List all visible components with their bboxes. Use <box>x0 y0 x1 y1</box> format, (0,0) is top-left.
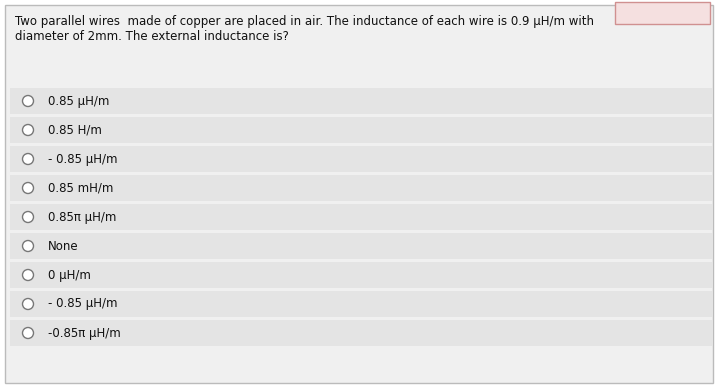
Text: 0.85 H/m: 0.85 H/m <box>48 123 102 137</box>
FancyBboxPatch shape <box>5 5 713 383</box>
Text: 0 μH/m: 0 μH/m <box>48 268 91 282</box>
Circle shape <box>22 125 34 135</box>
Circle shape <box>22 154 34 165</box>
FancyBboxPatch shape <box>10 262 713 288</box>
Circle shape <box>22 241 34 251</box>
Circle shape <box>22 298 34 310</box>
Text: 0.85 mH/m: 0.85 mH/m <box>48 182 113 194</box>
FancyBboxPatch shape <box>10 175 713 201</box>
FancyBboxPatch shape <box>10 233 713 259</box>
Circle shape <box>22 327 34 338</box>
Text: 0.85π μH/m: 0.85π μH/m <box>48 211 117 223</box>
Text: - 0.85 μH/m: - 0.85 μH/m <box>48 298 117 310</box>
Circle shape <box>22 211 34 222</box>
Text: 0.85 μH/m: 0.85 μH/m <box>48 95 109 107</box>
Circle shape <box>22 95 34 106</box>
Circle shape <box>22 270 34 281</box>
FancyBboxPatch shape <box>10 88 713 114</box>
FancyBboxPatch shape <box>615 2 710 24</box>
Text: - 0.85 μH/m: - 0.85 μH/m <box>48 152 117 166</box>
Text: None: None <box>48 239 78 253</box>
FancyBboxPatch shape <box>10 146 713 172</box>
FancyBboxPatch shape <box>10 291 713 317</box>
Text: Two parallel wires  made of copper are placed in air. The inductance of each wir: Two parallel wires made of copper are pl… <box>15 15 594 43</box>
Text: -0.85π μH/m: -0.85π μH/m <box>48 326 121 340</box>
FancyBboxPatch shape <box>10 204 713 230</box>
FancyBboxPatch shape <box>10 320 713 346</box>
FancyBboxPatch shape <box>10 117 713 143</box>
Circle shape <box>22 182 34 194</box>
